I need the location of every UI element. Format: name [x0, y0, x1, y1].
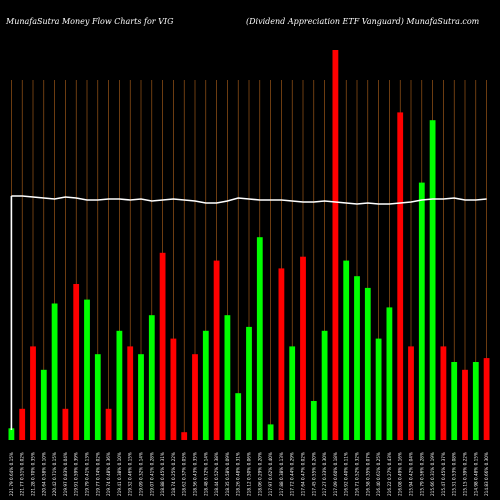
bar: [159, 252, 166, 440]
x-tick-label: 218.62 0.37% 0.05%: [182, 452, 187, 496]
x-tick-label: 219.41 0.38% 0.10%: [117, 452, 122, 496]
bar: [84, 299, 90, 440]
x-tick-label: 216.92 0.40% 0.11%: [344, 452, 349, 496]
bar: [116, 330, 123, 440]
x-tick-label: 219.74 0.48% 0.36%: [106, 452, 111, 496]
x-tick-label: 219.77 0.74% 0.02%: [95, 452, 100, 496]
x-tick-label: 214.98 0.48% 0.15%: [473, 452, 478, 496]
bar: [483, 358, 490, 440]
x-tick-label: 217.88 0.38% 0.13%: [279, 452, 284, 496]
bar: [8, 428, 15, 440]
x-tick-label: 218.56 0.43% 0.35%: [193, 452, 198, 496]
bar: [40, 369, 47, 440]
bar: [462, 369, 468, 440]
bar: [30, 346, 36, 440]
chart-subtitle: (Dividend Appreciation ETF Vanguard) Mun…: [246, 17, 480, 26]
bar: [192, 354, 198, 440]
x-tick-label: 215.47 0.45% 0.37%: [441, 452, 446, 496]
price-line: [11, 195, 487, 205]
bar: [213, 260, 220, 440]
bar: [267, 424, 274, 440]
bar: [300, 256, 306, 440]
x-tick-label: 218.88 0.45% 0.31%: [160, 452, 165, 496]
bar: [256, 237, 263, 440]
x-tick-label: 220.64 0.58% 0.10%: [41, 452, 46, 496]
bar: [386, 307, 393, 440]
bar: [408, 346, 414, 440]
x-tick-label: 217.09 0.60% 0.18%: [333, 452, 338, 496]
bar: [19, 408, 26, 440]
bar: [429, 120, 436, 440]
x-tick-label: 219.09 0.32% 0.14%: [139, 452, 144, 496]
bar: [170, 338, 177, 440]
bar: [94, 354, 101, 440]
x-tick-label: 215.94 0.42% 0.04%: [409, 452, 414, 496]
x-tick-label: 219.32 0.46% 0.15%: [128, 452, 133, 496]
x-tick-label: 216.22 0.27% 0.43%: [387, 452, 392, 496]
x-tick-label: 218.26 0.48% 0.31%: [236, 452, 241, 496]
x-tick-label: 219.91 0.59% 0.39%: [74, 452, 79, 496]
bar: [148, 315, 155, 440]
x-tick-label: 215.31 0.53% 0.08%: [452, 452, 457, 496]
bar: [246, 326, 252, 440]
bar: [51, 303, 58, 440]
x-tick-label: 217.45 0.55% 0.20%: [311, 452, 316, 496]
x-tick-label: 218.35 0.58% 0.09%: [225, 452, 230, 496]
x-tick-label: 218.06 0.29% 0.20%: [257, 452, 262, 496]
x-tick-label: 221.79 0.64% 0.15%: [9, 452, 14, 496]
x-tick-label: 216.71 0.52% 0.32%: [355, 452, 360, 496]
bar: [364, 287, 371, 440]
x-tick-label: 215.15 0.39% 0.22%: [463, 452, 468, 496]
x-tick-label: 217.27 0.33% 0.30%: [322, 452, 327, 496]
x-tick-label: 216.58 0.35% 0.07%: [365, 452, 370, 496]
bar: [418, 182, 425, 440]
bar: [332, 50, 339, 440]
x-tick-label: 216.40 0.61% 0.25%: [376, 452, 381, 496]
bar: [278, 268, 285, 440]
bar: [105, 408, 112, 440]
bar: [472, 362, 479, 440]
bar: [310, 401, 317, 440]
bar: [235, 393, 242, 440]
x-tick-label: 216.08 0.49% 0.16%: [398, 452, 403, 496]
x-tick-label: 218.74 0.25% 0.22%: [171, 452, 176, 496]
bar: [127, 346, 134, 440]
x-tick-label: 215.79 0.56% 0.28%: [419, 452, 424, 496]
x-tick-label: 220.42 0.71% 0.15%: [52, 452, 57, 496]
bar: [451, 362, 458, 440]
x-tick-label: 221.77 0.51% 0.02%: [20, 452, 25, 496]
bar: [202, 330, 209, 440]
x-tick-label: 218.48 0.72% 0.14%: [203, 452, 208, 496]
x-tick-label: 217.72 0.44% 0.29%: [290, 452, 295, 496]
bar: [397, 112, 404, 441]
bar: [321, 330, 328, 440]
bar: [440, 346, 447, 440]
chart-title: MunafaSutra Money Flow Charts for VIG: [6, 17, 174, 26]
x-tick-label: 219.79 0.41% 0.13%: [85, 452, 90, 496]
bar: [375, 338, 382, 440]
bar: [289, 346, 296, 440]
bar: [62, 408, 69, 440]
bar: [138, 354, 144, 440]
bar: [354, 276, 360, 440]
bar: [224, 315, 231, 440]
x-tick-label: 219.07 0.41% 0.28%: [149, 452, 154, 496]
bar: [181, 432, 188, 440]
x-tick-label: 217.64 0.47% 0.02%: [301, 452, 306, 496]
bar: [73, 284, 80, 440]
bar: [343, 260, 350, 440]
x-tick-label: 218.44 0.52% 0.38%: [214, 452, 219, 496]
x-tick-label: 219.97 0.83% 0.04%: [63, 452, 68, 496]
x-tick-label: 215.66 0.31% 0.19%: [430, 452, 435, 496]
x-tick-label: 214.83 0.66% 0.30%: [484, 452, 489, 496]
x-tick-label: 217.97 0.62% 0.40%: [268, 452, 273, 496]
x-tick-label: 218.12 0.50% 0.06%: [247, 452, 252, 496]
x-tick-label: 221.28 0.70% 0.35%: [31, 452, 36, 496]
